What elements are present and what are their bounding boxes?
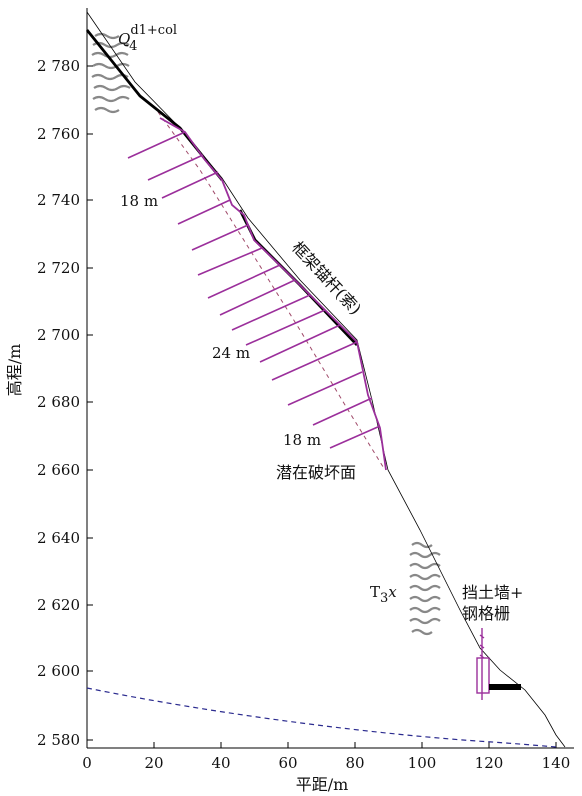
y-tick-label: 2 740 — [37, 191, 80, 209]
retaining-wall-label-line2: 钢格栅 — [462, 604, 510, 623]
anchor-bar — [147, 154, 204, 181]
x-tick-label: 140 — [542, 754, 571, 772]
y-tick-label: 2 760 — [37, 125, 80, 143]
anchor-bar — [245, 309, 326, 346]
y-tick-label: 2 620 — [37, 596, 80, 614]
x-tick-label: 80 — [345, 754, 364, 772]
anchor-length-label-18m-upper: 18 m — [120, 192, 158, 210]
deposit-label: Qd1+col 4 — [118, 23, 177, 54]
y-tick-label: 2 780 — [37, 57, 80, 75]
x-tick-marks — [86, 742, 557, 748]
steel-grid-post — [479, 628, 485, 700]
anchor-bar — [271, 341, 358, 381]
y-tick-label: 2 720 — [37, 259, 80, 277]
y-tick-label: 2 660 — [37, 461, 80, 479]
anchor-bar — [127, 131, 186, 159]
anchor-bar — [161, 171, 219, 199]
anchor-length-label-24m: 24 m — [212, 344, 250, 362]
retaining-wall-label-line1: 挡土墙+ — [462, 583, 523, 602]
anchor-bar — [219, 279, 296, 316]
anchor-bar — [259, 324, 341, 363]
x-tick-label: 20 — [144, 754, 163, 772]
axes — [86, 8, 574, 749]
anchor-bar — [197, 247, 263, 276]
y-tick-label: 2 640 — [37, 529, 80, 547]
anchor-bar — [329, 425, 381, 449]
anchor-bar — [191, 224, 249, 251]
anchor-bar — [177, 199, 231, 225]
y-tick-labels: 2 580 2 600 2 620 2 640 2 660 2 680 2 70… — [37, 57, 80, 749]
x-tick-label: 100 — [408, 754, 437, 772]
slip-surface-label: 潜在破坏面 — [276, 463, 356, 482]
frame-anchor-label: 框架锚杆(索) — [288, 238, 365, 319]
x-axis-title: 平距/m — [296, 775, 349, 794]
original-ground-line — [86, 11, 566, 748]
y-tick-marks — [87, 65, 93, 741]
bedrock-hatching — [409, 541, 441, 636]
lower-boundary-curve — [86, 687, 557, 748]
x-tick-label: 40 — [211, 754, 230, 772]
steel-grid-beam — [489, 684, 521, 690]
anchor-bar — [231, 294, 311, 331]
anchor-bar — [312, 397, 373, 426]
anchors — [127, 131, 381, 449]
y-tick-label: 2 600 — [37, 662, 80, 680]
y-tick-label: 2 680 — [37, 393, 80, 411]
x-tick-label: 0 — [82, 754, 92, 772]
anchor-bar — [207, 264, 281, 299]
x-tick-label: 60 — [278, 754, 297, 772]
bedrock-label: T3x — [370, 583, 397, 606]
anchor-length-label-18m-lower: 18 m — [283, 431, 321, 449]
x-tick-labels: 0 20 40 60 80 100 120 140 — [82, 754, 570, 772]
retaining-wall-body — [476, 657, 490, 694]
y-tick-label: 2 580 — [37, 731, 80, 749]
x-tick-label: 120 — [475, 754, 504, 772]
y-axis-title: 高程/m — [5, 344, 24, 397]
y-tick-label: 2 700 — [37, 326, 80, 344]
retaining-wall — [476, 628, 521, 700]
anchor-bar — [287, 371, 363, 406]
